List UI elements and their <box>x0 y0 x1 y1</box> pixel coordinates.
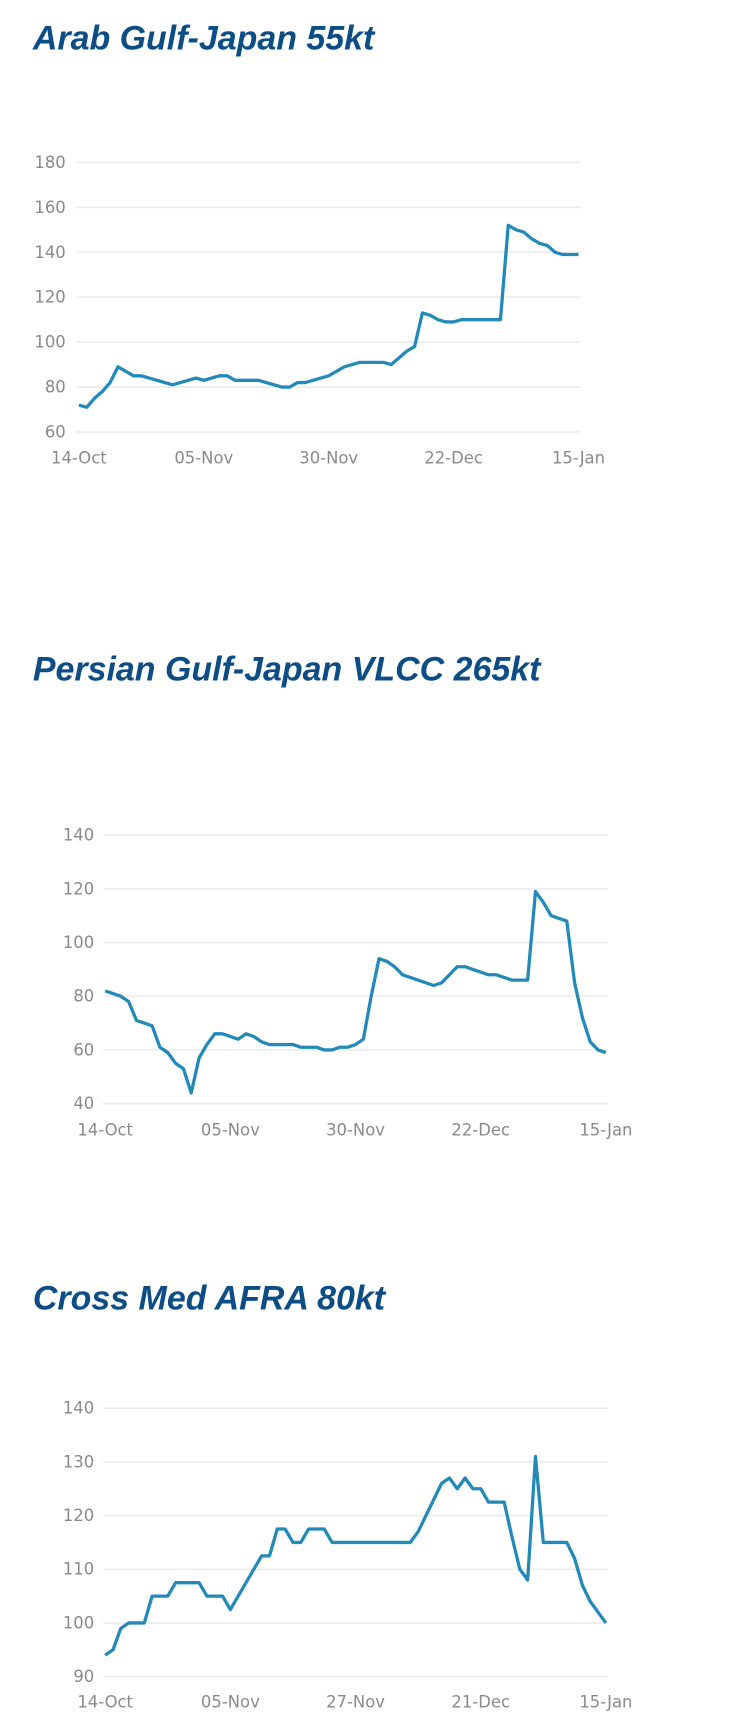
x-tick-label: 05-Nov <box>201 1692 260 1711</box>
y-tick-label: 110 <box>63 1560 94 1579</box>
line-series <box>78 223 579 409</box>
chart-title: Cross Med AFRA 80kt <box>33 1280 387 1318</box>
x-tick-label: 21-Dec <box>451 1692 510 1711</box>
x-tick-label: 14-Oct <box>77 1120 133 1139</box>
x-tick-label: 22-Dec <box>451 1120 510 1139</box>
x-tick-label: 15-Jan <box>552 449 605 468</box>
y-tick-label: 140 <box>34 243 65 262</box>
y-tick-label: 80 <box>45 378 66 397</box>
x-tick-label: 30-Nov <box>326 1120 385 1139</box>
x-tick-label: 05-Nov <box>201 1120 260 1139</box>
y-tick-label: 120 <box>34 288 65 307</box>
y-tick-label: 90 <box>73 1667 94 1686</box>
x-tick-label: 22-Dec <box>424 449 483 468</box>
y-tick-label: 100 <box>63 933 94 952</box>
y-tick-label: 100 <box>34 333 65 352</box>
y-tick-label: 40 <box>73 1094 94 1113</box>
y-tick-label: 120 <box>63 1506 94 1525</box>
x-tick-label: 05-Nov <box>174 449 233 468</box>
x-tick-label: 30-Nov <box>299 449 358 468</box>
y-tick-label: 80 <box>73 987 94 1006</box>
y-tick-label: 60 <box>73 1040 94 1059</box>
y-tick-label: 140 <box>63 826 94 845</box>
y-tick-label: 130 <box>63 1452 94 1471</box>
x-tick-label: 14-Oct <box>77 1692 133 1711</box>
chart-title: Arab Gulf-Japan 55kt <box>32 20 376 58</box>
x-tick-label: 14-Oct <box>51 449 107 468</box>
x-tick-label: 15-Jan <box>579 1692 632 1711</box>
y-tick-label: 180 <box>34 153 65 172</box>
x-tick-label: 27-Nov <box>326 1692 385 1711</box>
x-tick-label: 15-Jan <box>579 1120 632 1139</box>
y-tick-label: 100 <box>63 1613 94 1632</box>
line-series <box>104 1454 608 1657</box>
line-series <box>104 889 607 1095</box>
y-tick-label: 60 <box>45 422 66 441</box>
y-tick-label: 140 <box>63 1399 94 1418</box>
y-tick-label: 120 <box>63 879 94 898</box>
y-tick-label: 160 <box>34 198 65 217</box>
chart-title: Persian Gulf-Japan VLCC 265kt <box>33 651 542 689</box>
